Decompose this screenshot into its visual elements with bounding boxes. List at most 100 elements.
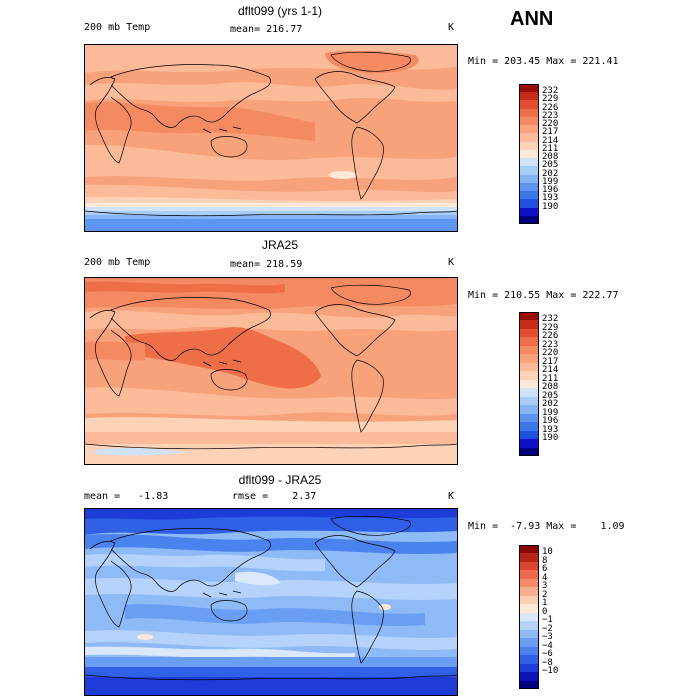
panel-2-title: JRA25 [261,238,299,252]
colorbar-tick-label: 193 [542,424,559,435]
colorbar-tick-label: −6 [542,649,553,660]
colorbar-box [519,125,539,134]
colorbar-tick-label: 223 [542,339,559,350]
colorbar-tick-label: 8 [542,555,548,566]
colorbar-box [519,345,539,355]
colorbar-box [519,638,539,647]
colorbar-tick-label: 190 [542,201,559,212]
colorbar-box [519,545,539,554]
colorbar-tick-label: 2 [542,589,548,600]
colorbar-box [519,354,539,363]
season-label: ANN [510,8,554,30]
colorbar-tick-label: 4 [542,572,548,583]
colorbar-box [519,84,539,93]
colorbar-box [519,405,539,414]
colorbar-box [519,149,539,159]
colorbar-tick-label: 220 [542,348,559,359]
colorbar-tick-label: 6 [542,564,548,575]
colorbar-tick-label: 196 [542,185,559,196]
panel-3-rmse-label: rmse = 2.37 [232,491,317,502]
colorbar-box [519,362,539,372]
colorbar-tick-label: 208 [542,152,559,163]
colorbar-box [519,561,539,571]
panel-1-minmax: Min = 203.45 Max = 221.41 [468,56,619,67]
colorbar-box [519,388,539,397]
panel-2-colorbar: 232 229 226 223 220 217 214 211 208 205 202 199 196 1… [519,312,558,456]
colorbar-box [519,663,539,673]
panel-3-title: dflt099 - JRA25 [238,473,322,487]
panel-3-minmax: Min = -7.93 Max = 1.09 [468,521,625,532]
colorbar-tick-label: 211 [542,373,559,384]
colorbar-box [519,672,539,681]
colorbar-box [519,655,539,664]
colorbar-box [519,621,539,630]
colorbar-tick-label: 214 [542,365,559,376]
colorbar-tick-label: 199 [542,407,559,418]
colorbar-box [519,100,539,109]
panel-1-colorbar: 232 229 226 223 220 217 214 211 208 205 202 199 196 1… [519,84,558,224]
colorbar-box [519,320,539,329]
colorbar-box [519,629,539,639]
colorbar-box [519,646,539,656]
colorbar-tick-label: 10 [542,547,553,558]
colorbar-box [519,447,539,456]
colorbar-tick-label: 226 [542,102,559,113]
colorbar-box [519,133,539,142]
colorbar-tick-label: 214 [542,135,559,146]
colorbar-tick-label: 0 [542,606,548,617]
colorbar-box [519,92,539,101]
colorbar-tick-label: 229 [542,94,559,105]
colorbar-box [519,595,539,605]
colorbar-tick-label: 217 [542,127,559,138]
colorbar-box [519,680,539,689]
colorbar-box [519,587,539,596]
colorbar-box [519,215,539,224]
colorbar-box [519,199,539,208]
colorbar-box [519,396,539,406]
colorbar-box [519,604,539,613]
colorbar-tick-label: −4 [542,640,553,651]
colorbar-box [519,439,539,448]
colorbar-box [519,312,539,321]
colorbar-tick-label: 196 [542,416,559,427]
colorbar-tick-label: −1 [542,615,553,626]
colorbar-tick-label: 205 [542,160,559,171]
panel-1-mean-label: mean= 216.77 [230,24,303,35]
colorbar-tick-label: 190 [542,433,559,444]
colorbar-box [519,191,539,200]
colorbar-tick-label: 232 [542,314,559,325]
colorbar-tick-label: 1 [542,598,548,609]
colorbar-tick-label: 232 [542,86,559,97]
colorbar-tick-label: 202 [542,399,559,410]
colorbar-box [519,612,539,622]
panel-1-title: dflt099 (yrs 1-1) [237,4,323,18]
colorbar-box [519,578,539,588]
panel-1-unit-label: K [448,22,455,33]
colorbar-tick-label: 205 [542,390,559,401]
colorbar-box [519,182,539,192]
colorbar-tick-label: 3 [542,581,548,592]
panel-2-unit-label: K [448,257,455,268]
panel-2-map [84,277,458,465]
colorbar-box [519,430,539,440]
colorbar-tick-label: 202 [542,168,559,179]
colorbar-box [519,141,539,150]
colorbar-box [519,379,539,389]
panel-3-colorbar: 10 8 6 4 3 2 1 0 −1 −2 −3 −4 −6 −8 −10 [519,545,558,689]
colorbar-box [519,158,539,167]
colorbar-box [519,166,539,175]
colorbar-box [519,553,539,562]
panel-1-map [84,44,458,232]
colorbar-tick-label: −3 [542,632,553,643]
colorbar-tick-label: −8 [542,657,553,668]
panel-3-unit-label: K [448,491,455,502]
panel-2-variable-label: 200 mb Temp [84,257,151,268]
colorbar-tick-label: −2 [542,623,553,634]
panel-1-variable-label: 200 mb Temp [84,22,151,33]
colorbar-box [519,328,539,338]
colorbar-tick-label: 223 [542,110,559,121]
colorbar-tick-label: −10 [542,666,559,677]
colorbar-tick-label: 226 [542,331,559,342]
colorbar-tick-label: 229 [542,322,559,333]
colorbar-box [519,371,539,380]
